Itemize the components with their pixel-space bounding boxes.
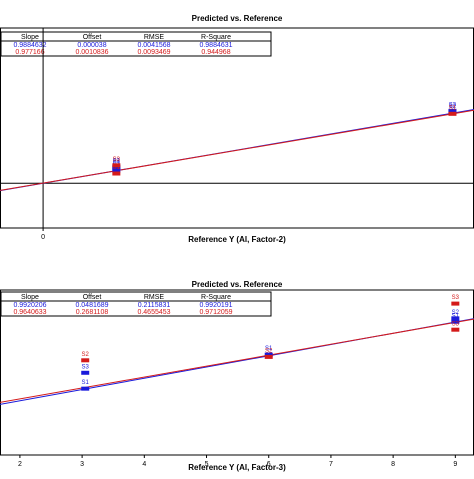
stats-table	[0, 31, 272, 57]
table-cell: 0.4655453	[137, 309, 170, 316]
point-label: S3	[82, 364, 90, 370]
table-cell: 0.977166	[15, 49, 44, 56]
point-label: S1	[452, 313, 460, 319]
table-cell: 0.944968	[201, 49, 230, 56]
chart-title: Predicted vs. Reference	[192, 14, 283, 23]
table-header: Offset	[83, 34, 102, 41]
point	[451, 316, 460, 321]
x-tick-label: 6	[267, 461, 271, 468]
point-label: S2	[452, 310, 460, 316]
table-cell: 0.2115831	[138, 302, 171, 309]
x-tick-label: 7	[329, 461, 333, 468]
table-header: RMSE	[144, 34, 165, 41]
table-cell: 0.9920191	[199, 302, 232, 309]
point-label: S3	[113, 158, 121, 164]
table-cell: 0.000038	[77, 42, 106, 49]
fit-line	[0, 318, 474, 403]
table-header: R-Square	[201, 294, 231, 301]
x-tick-label: 3	[80, 461, 84, 468]
point-label: S3	[449, 102, 457, 108]
table-header: Offset	[83, 294, 102, 301]
point	[112, 171, 121, 176]
x-axis-label: Reference Y (Al, Factor-3)	[188, 463, 286, 472]
table-cell: 0.9640633	[13, 309, 46, 316]
point	[448, 108, 457, 113]
point-label: S2	[449, 104, 457, 110]
point-label: S1	[265, 346, 273, 352]
point-label: S3	[452, 321, 460, 327]
table-cell: 0.9712059	[199, 309, 232, 316]
point	[264, 352, 273, 357]
point-label: S1	[449, 105, 457, 111]
point	[451, 327, 460, 332]
x-axis-label: Reference Y (Al, Factor-2)	[188, 235, 286, 244]
table-cell: 0.9884631	[199, 42, 232, 49]
point-label: S2	[265, 348, 273, 354]
point	[112, 163, 121, 168]
table-cell: 0.2681108	[76, 309, 109, 316]
point	[451, 319, 460, 324]
table-header: Slope	[21, 294, 39, 301]
stats-table	[0, 291, 272, 317]
table-cell: 0.0093469	[137, 49, 170, 56]
fit-line	[0, 109, 474, 191]
plot-frame	[0, 27, 474, 229]
point	[448, 111, 457, 116]
table-header: Slope	[21, 34, 39, 41]
point-label: S1	[113, 160, 121, 166]
point-label: S1	[113, 165, 121, 171]
x-tick-label: 0	[41, 234, 45, 241]
chart-title: Predicted vs. Reference	[192, 280, 283, 289]
point-label: S1	[82, 380, 90, 386]
x-tick-label: 8	[391, 461, 395, 468]
table-cell: 0.0481689	[75, 302, 108, 309]
table-header: R-Square	[201, 34, 231, 41]
table-header: RMSE	[144, 294, 165, 301]
x-tick-label: 5	[205, 461, 209, 468]
x-tick-label: 4	[142, 461, 146, 468]
point-label: S3	[452, 295, 460, 301]
point-label: S2	[82, 352, 90, 358]
point	[264, 354, 273, 359]
point	[81, 370, 90, 375]
x-tick-label: 9	[453, 461, 457, 468]
point	[81, 386, 90, 391]
point	[112, 168, 121, 173]
x-tick-label: 2	[18, 461, 22, 468]
point-label: S3	[113, 157, 121, 163]
point	[81, 358, 90, 363]
table-cell: 0.9884632	[13, 42, 46, 49]
table-cell: 0.0041568	[137, 42, 170, 49]
table-cell: 0.0010836	[75, 49, 108, 56]
table-cell: 0.9920206	[13, 302, 46, 309]
point	[451, 301, 460, 306]
